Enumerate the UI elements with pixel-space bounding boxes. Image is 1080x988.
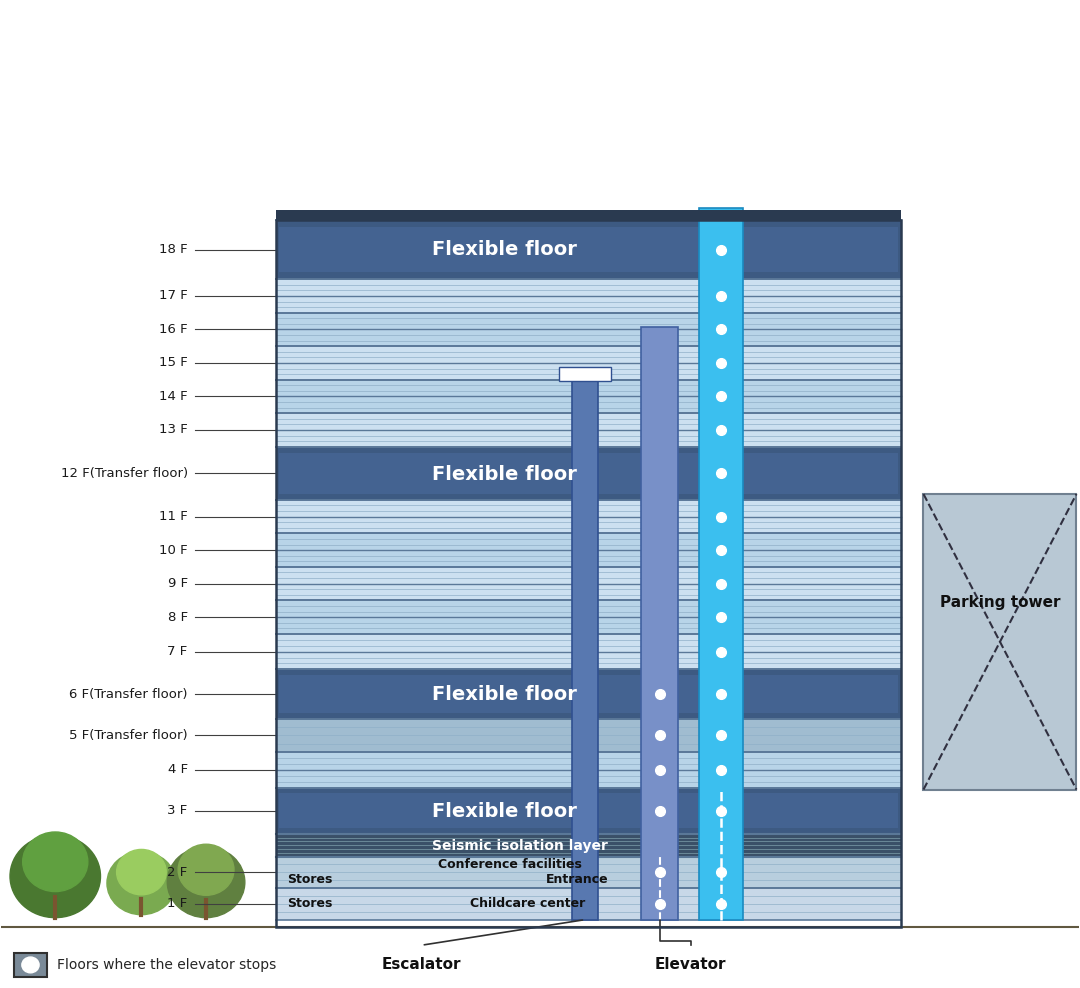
Bar bbox=[276, 447, 901, 500]
Bar bbox=[276, 601, 901, 634]
Bar bbox=[276, 669, 901, 718]
Text: Escalator: Escalator bbox=[381, 957, 461, 972]
Bar bbox=[572, 380, 598, 920]
Bar bbox=[276, 534, 901, 567]
Text: 18 F: 18 F bbox=[159, 243, 188, 256]
Bar bbox=[276, 567, 901, 601]
Bar bbox=[276, 888, 901, 920]
Bar bbox=[276, 313, 901, 346]
Bar bbox=[276, 220, 901, 928]
Text: Childcare center: Childcare center bbox=[470, 897, 585, 910]
Text: Flexible floor: Flexible floor bbox=[432, 240, 577, 259]
Text: Stores: Stores bbox=[287, 897, 333, 910]
Bar bbox=[276, 834, 901, 857]
Bar bbox=[14, 953, 46, 977]
Text: Seismic isolation layer: Seismic isolation layer bbox=[432, 839, 608, 853]
Bar bbox=[280, 675, 897, 712]
Circle shape bbox=[167, 847, 245, 918]
Circle shape bbox=[178, 844, 234, 895]
Text: Flexible floor: Flexible floor bbox=[432, 801, 577, 821]
Text: 3 F: 3 F bbox=[167, 804, 188, 817]
Bar bbox=[700, 208, 743, 920]
Bar bbox=[276, 634, 901, 669]
Circle shape bbox=[117, 850, 166, 895]
Bar bbox=[276, 413, 901, 447]
Bar bbox=[276, 210, 901, 220]
Text: 16 F: 16 F bbox=[159, 323, 188, 336]
Bar bbox=[276, 857, 901, 888]
Text: Parking tower: Parking tower bbox=[940, 595, 1061, 610]
Bar bbox=[923, 494, 1077, 789]
Text: 10 F: 10 F bbox=[159, 543, 188, 556]
Text: 17 F: 17 F bbox=[159, 289, 188, 302]
Bar bbox=[559, 367, 611, 380]
Text: Flexible floor: Flexible floor bbox=[432, 464, 577, 484]
Text: 6 F(Transfer floor): 6 F(Transfer floor) bbox=[69, 688, 188, 700]
Bar bbox=[280, 793, 897, 828]
Text: 4 F: 4 F bbox=[167, 764, 188, 777]
Text: Entrance: Entrance bbox=[545, 872, 608, 885]
Text: Flexible floor: Flexible floor bbox=[432, 686, 577, 704]
Bar bbox=[276, 346, 901, 379]
Circle shape bbox=[10, 835, 100, 918]
Text: Stores: Stores bbox=[287, 872, 333, 885]
Bar bbox=[276, 500, 901, 534]
Text: 14 F: 14 F bbox=[159, 390, 188, 403]
Circle shape bbox=[22, 957, 39, 973]
Text: 12 F(Transfer floor): 12 F(Transfer floor) bbox=[60, 466, 188, 480]
Text: Elevator: Elevator bbox=[656, 957, 727, 972]
Text: 15 F: 15 F bbox=[159, 357, 188, 370]
Text: Floors where the elevator stops: Floors where the elevator stops bbox=[57, 958, 276, 972]
Bar bbox=[276, 280, 901, 313]
Text: 5 F(Transfer floor): 5 F(Transfer floor) bbox=[69, 729, 188, 742]
Text: 1 F: 1 F bbox=[167, 897, 188, 910]
Text: 11 F: 11 F bbox=[159, 510, 188, 524]
Text: 13 F: 13 F bbox=[159, 424, 188, 437]
Text: 9 F: 9 F bbox=[167, 577, 188, 590]
Bar bbox=[276, 752, 901, 787]
Bar bbox=[276, 379, 901, 413]
Text: 8 F: 8 F bbox=[167, 611, 188, 623]
Circle shape bbox=[107, 852, 176, 915]
Circle shape bbox=[23, 832, 87, 891]
Text: 2 F: 2 F bbox=[167, 865, 188, 878]
Text: 7 F: 7 F bbox=[167, 645, 188, 658]
Bar bbox=[276, 718, 901, 752]
Bar bbox=[276, 787, 901, 834]
Bar bbox=[642, 326, 678, 920]
Bar bbox=[280, 227, 897, 272]
Text: Conference facilities: Conference facilities bbox=[437, 858, 581, 871]
Bar bbox=[280, 453, 897, 494]
Bar bbox=[276, 220, 901, 280]
